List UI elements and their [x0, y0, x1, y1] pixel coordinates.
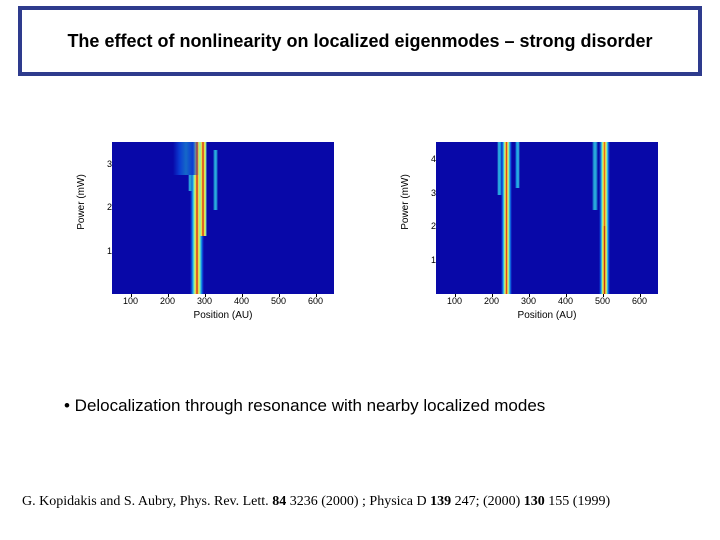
right-chart: Power (mW) 1234 100200300400500600 Posit… — [396, 142, 668, 294]
left-xticks: 100 200 300 400 500 600 — [112, 294, 334, 308]
title-box: The effect of nonlinearity on localized … — [18, 6, 702, 76]
heatmap-band — [173, 142, 199, 175]
heatmap-band — [497, 142, 502, 195]
title: The effect of nonlinearity on localized … — [67, 30, 652, 53]
cite-vol1: 84 — [272, 494, 286, 509]
right-ylabel: Power (mW) — [400, 152, 411, 252]
cite-authors: G. Kopidakis and S. Aubry, Phys. Rev. Le… — [22, 494, 272, 509]
left-ylabel: Power (mW) — [76, 152, 87, 252]
xtick-label: 500 — [595, 296, 610, 306]
left-plot-area — [112, 142, 334, 294]
heatmap-band — [592, 142, 598, 210]
figures-row: Power (mW) 123 100200300400500600 Positi… — [72, 142, 668, 294]
heatmap-band — [199, 142, 207, 236]
xtick-label: 600 — [308, 296, 323, 306]
xtick-label: 200 — [160, 296, 175, 306]
heatmap-band — [515, 142, 519, 188]
slide: The effect of nonlinearity on localized … — [0, 0, 720, 540]
citation: G. Kopidakis and S. Aubry, Phys. Rev. Le… — [22, 494, 702, 510]
right-xticks: 100 200 300 400 500 600 — [436, 294, 658, 308]
xtick-label: 400 — [558, 296, 573, 306]
cite-vol2: 139 — [430, 494, 451, 509]
right-yticks: 1234 — [420, 142, 436, 294]
cite-tail: 155 (1999) — [545, 494, 610, 509]
xtick-label: 300 — [521, 296, 536, 306]
heatmap-band — [501, 142, 512, 294]
xtick-label: 200 — [484, 296, 499, 306]
left-chart: Power (mW) 123 100200300400500600 Positi… — [72, 142, 344, 294]
right-xlabel: Position (AU) — [436, 310, 658, 321]
cite-mid2: 247; (2000) — [451, 494, 524, 509]
cite-mid1: 3236 (2000) ; Physica D — [286, 494, 430, 509]
heatmap-band — [213, 150, 217, 211]
xtick-label: 100 — [447, 296, 462, 306]
cite-vol3: 130 — [524, 494, 545, 509]
xtick-label: 500 — [271, 296, 286, 306]
left-yticks: 123 — [96, 142, 112, 294]
xtick-label: 300 — [197, 296, 212, 306]
xtick-label: 100 — [123, 296, 138, 306]
heatmap-band — [602, 226, 607, 294]
right-plot-area — [436, 142, 658, 294]
bullet: • Delocalization through resonance with … — [64, 396, 684, 416]
xtick-label: 400 — [234, 296, 249, 306]
left-xlabel: Position (AU) — [112, 310, 334, 321]
xtick-label: 600 — [632, 296, 647, 306]
